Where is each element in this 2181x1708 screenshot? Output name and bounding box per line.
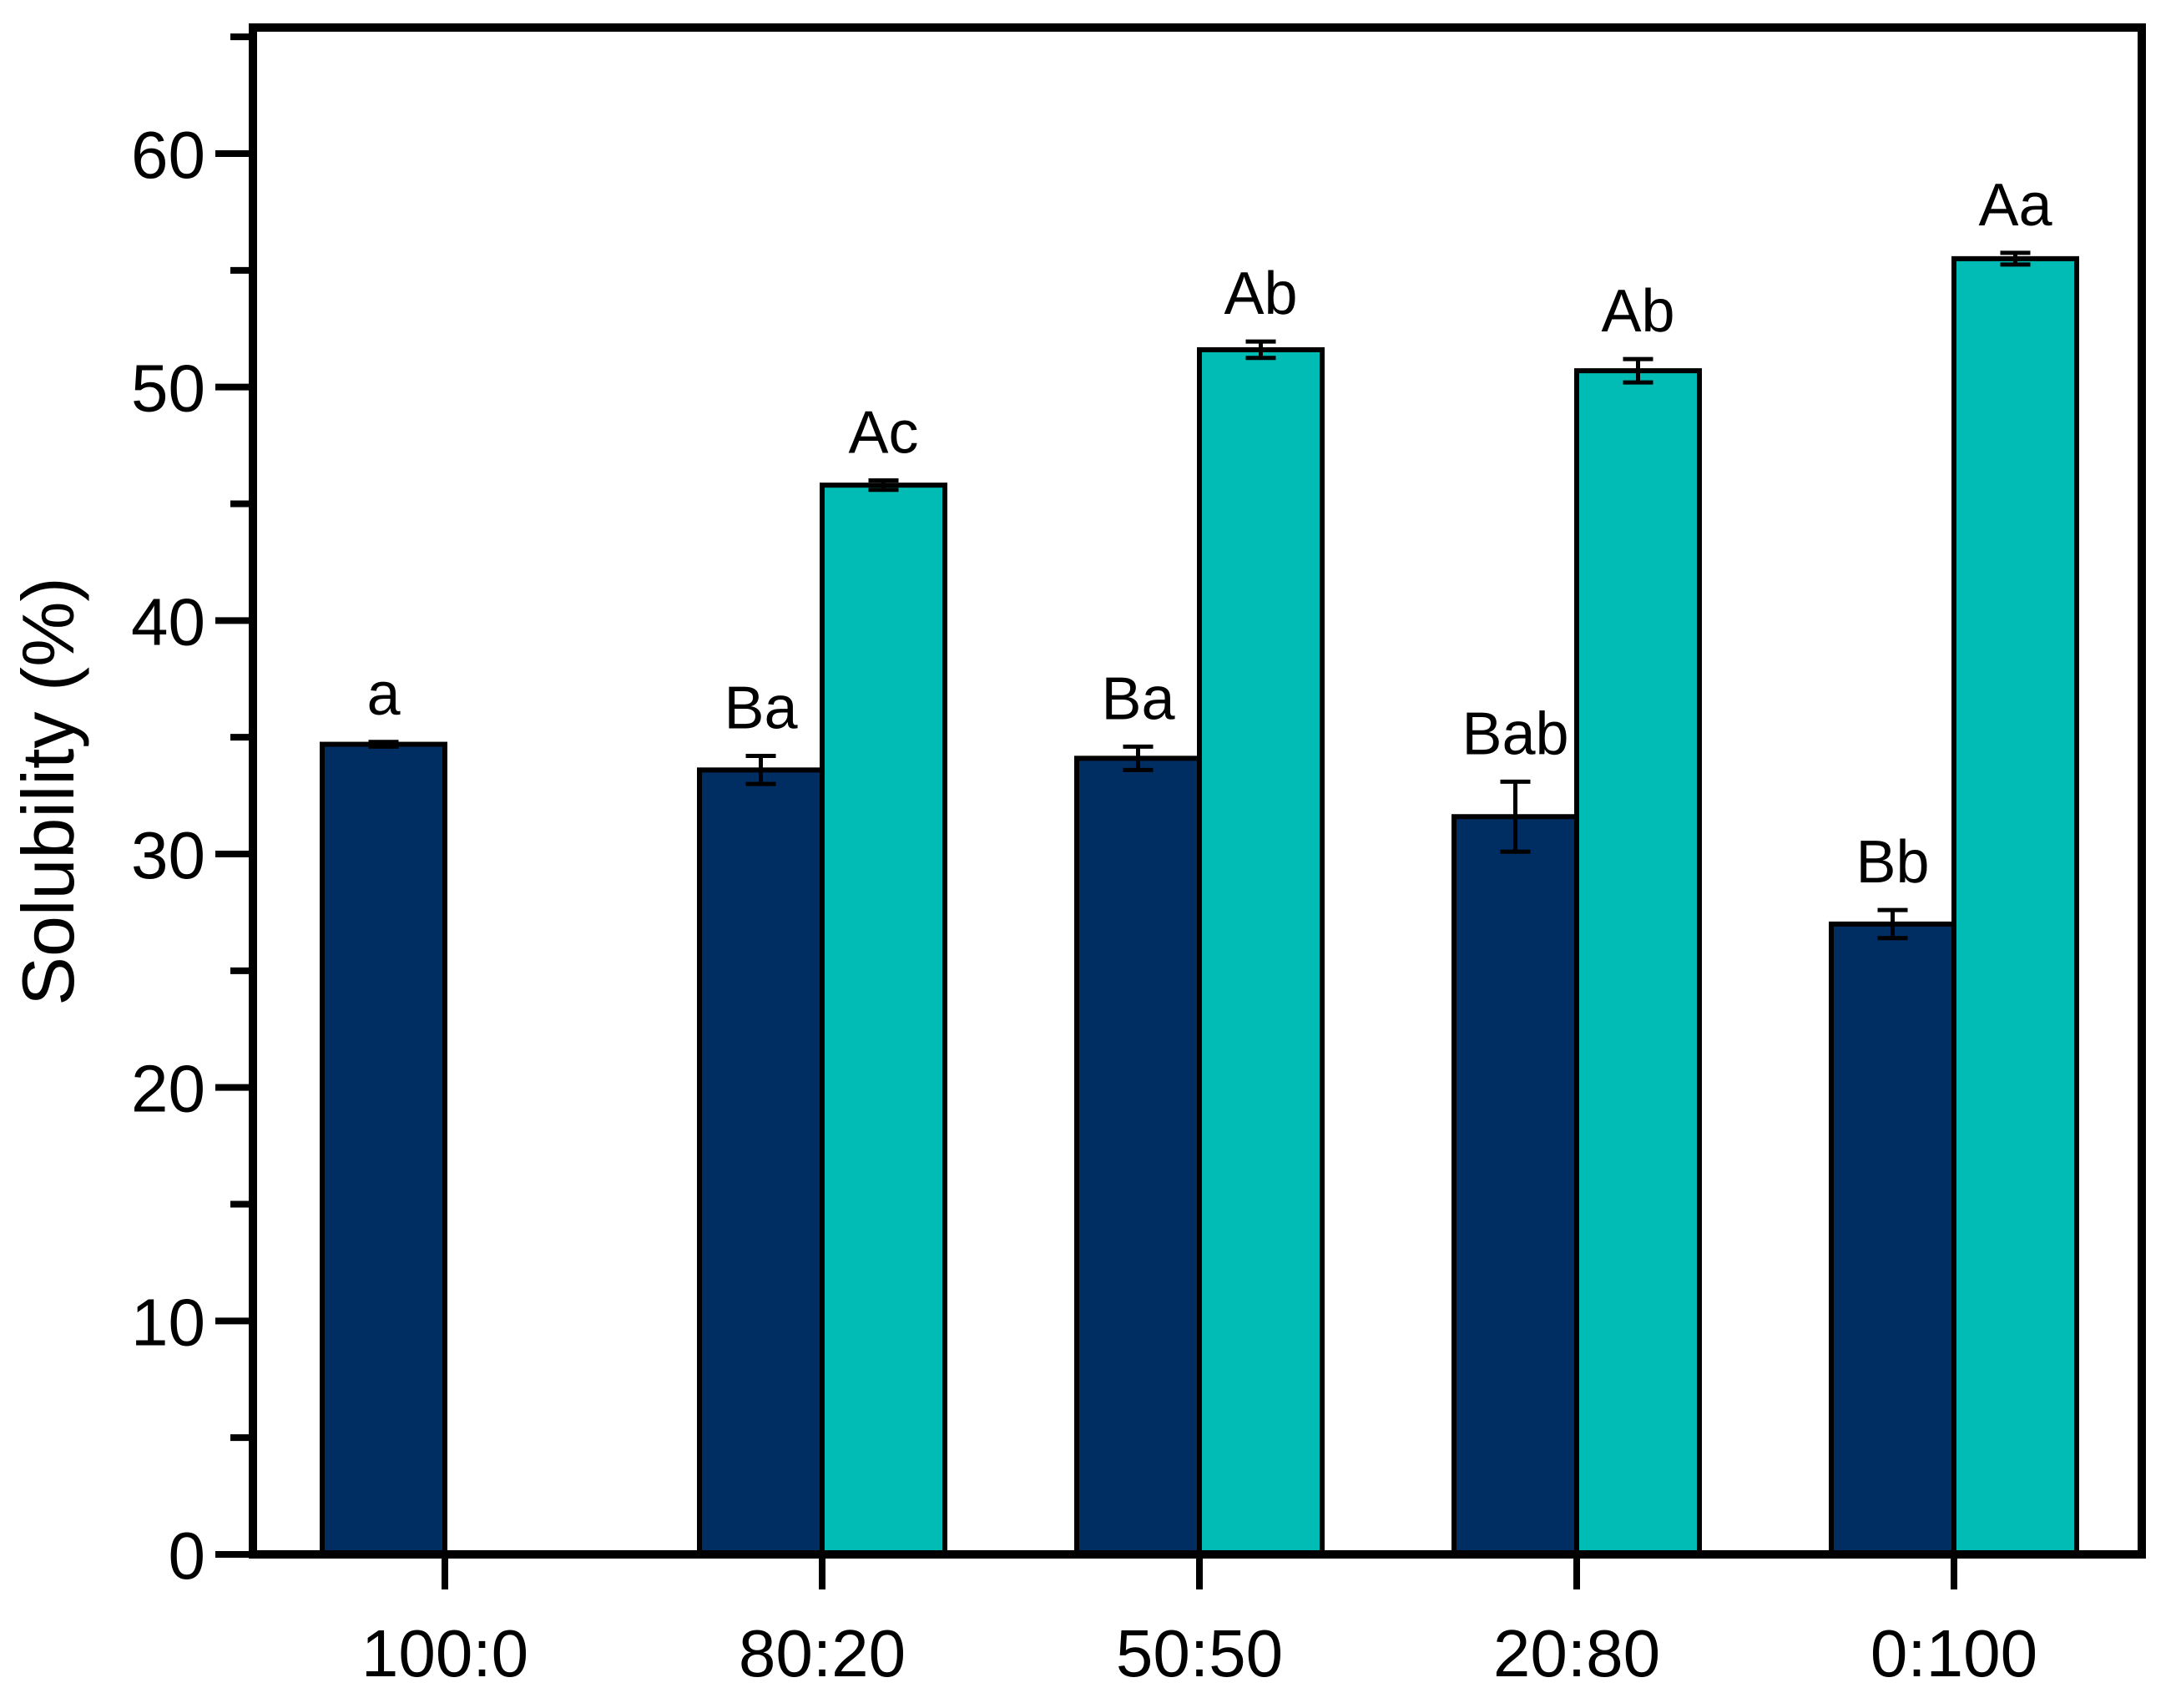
x-axis-tick-label-50:50: 50:50 bbox=[1116, 1616, 1283, 1690]
y-axis-tick-label-60: 60 bbox=[131, 118, 205, 192]
y-axis-tick-label-40: 40 bbox=[131, 584, 205, 659]
x-axis-tick-label-80:20: 80:20 bbox=[739, 1616, 906, 1690]
significance-label-Ab-50:50: Ab bbox=[1224, 260, 1297, 327]
x-axis-tick-label-20:80: 20:80 bbox=[1493, 1616, 1660, 1690]
bar-dark-navy-bars-100:0 bbox=[320, 741, 447, 1557]
bar-dark-navy-bars-20:80 bbox=[1451, 814, 1579, 1557]
bar-teal-bars-0:100 bbox=[1951, 255, 2079, 1558]
bars-layer bbox=[320, 255, 2079, 1558]
labels-layer: a Ba Ba Bab Bb Ac Ab Ab Aa 0 10 20 30 40 50 60 100:0 80:2… bbox=[131, 118, 2052, 1690]
x-axis-tick-label-0:100: 0:100 bbox=[1871, 1616, 2037, 1690]
x-axis-tick-label-100:0: 100:0 bbox=[361, 1616, 528, 1690]
significance-label-Ac-80:20: Ac bbox=[848, 400, 918, 467]
significance-label-a-100:0: a bbox=[366, 661, 401, 728]
significance-label-Ab-20:80: Ab bbox=[1601, 278, 1674, 345]
significance-label-Bab-20:80: Bab bbox=[1462, 700, 1568, 767]
bar-dark-navy-bars-0:100 bbox=[1829, 921, 1956, 1557]
bar-dark-navy-bars-50:50 bbox=[1074, 755, 1202, 1557]
y-axis-tick-label-50: 50 bbox=[131, 351, 205, 426]
significance-label-Bb-0:100: Bb bbox=[1855, 829, 1929, 896]
y-axis-tick-label-10: 10 bbox=[131, 1285, 205, 1359]
bar-teal-bars-80:20 bbox=[820, 483, 947, 1558]
y-axis-title: Solubility (%) bbox=[7, 577, 89, 1005]
axes-layer bbox=[215, 23, 2146, 1589]
significance-label-Ba-50:50: Ba bbox=[1101, 665, 1175, 732]
y-axis-tick-label-20: 20 bbox=[131, 1052, 205, 1126]
y-axis-tick-label-30: 30 bbox=[131, 818, 205, 892]
error-bars-layer bbox=[368, 250, 2031, 941]
significance-label-Ba-80:20: Ba bbox=[724, 675, 798, 742]
bar-teal-bars-50:50 bbox=[1197, 346, 1325, 1557]
bar-teal-bars-20:80 bbox=[1574, 368, 1702, 1558]
y-axis-tick-label-0: 0 bbox=[169, 1519, 206, 1593]
significance-label-Aa-0:100: Aa bbox=[1978, 172, 2052, 239]
bar-dark-navy-bars-80:20 bbox=[697, 767, 825, 1557]
